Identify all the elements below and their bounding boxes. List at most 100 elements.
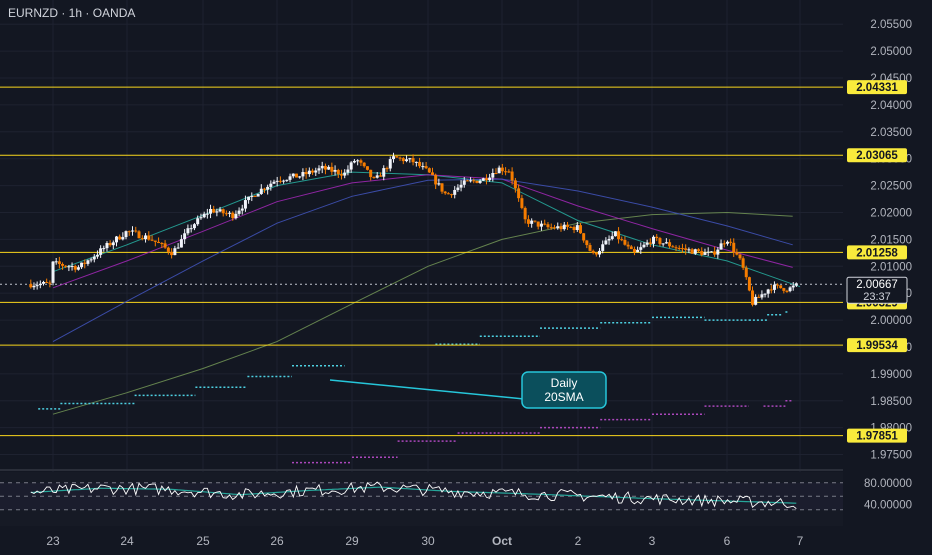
candle-body[interactable] <box>671 246 675 248</box>
candle-body[interactable] <box>785 290 789 292</box>
candle-body[interactable] <box>99 248 103 255</box>
candle-body[interactable] <box>398 157 402 159</box>
level-price-tag[interactable] <box>847 245 907 260</box>
candle-body[interactable] <box>259 188 263 195</box>
candle-body[interactable] <box>668 242 672 247</box>
candle-body[interactable] <box>405 159 409 162</box>
candle-body[interactable] <box>658 238 662 244</box>
candle-body[interactable] <box>330 166 334 172</box>
candle-body[interactable] <box>604 240 608 245</box>
candle-body[interactable] <box>144 235 148 240</box>
candle-body[interactable] <box>196 218 200 225</box>
candle-body[interactable] <box>776 284 780 286</box>
candle-body[interactable] <box>240 208 244 211</box>
candle-body[interactable] <box>228 212 232 214</box>
time-axis[interactable]: 23 24 25 26 29 30 Oct 2 3 6 7 <box>0 528 932 550</box>
candle-body[interactable] <box>738 254 742 259</box>
candle-body[interactable] <box>140 238 144 240</box>
candle-body[interactable] <box>411 158 415 163</box>
candle-body[interactable] <box>456 187 460 190</box>
candle-body[interactable] <box>356 160 360 162</box>
candle-body[interactable] <box>517 188 521 199</box>
rsi-panel[interactable] <box>0 472 843 526</box>
candle-body[interactable] <box>709 251 713 253</box>
candle-body[interactable] <box>304 172 308 175</box>
candle-body[interactable] <box>349 162 353 170</box>
candle-body[interactable] <box>716 249 720 255</box>
candle-body[interactable] <box>427 168 431 173</box>
candle-body[interactable] <box>173 248 177 256</box>
candle-body[interactable] <box>307 170 311 175</box>
candle-body[interactable] <box>613 231 617 237</box>
candle-body[interactable] <box>395 156 399 158</box>
candle-body[interactable] <box>54 261 58 263</box>
candle-body[interactable] <box>788 287 792 292</box>
candle-body[interactable] <box>247 196 251 201</box>
candle-body[interactable] <box>453 189 457 195</box>
candle-body[interactable] <box>620 239 624 241</box>
candle-body[interactable] <box>450 194 454 196</box>
candle-body[interactable] <box>552 227 556 229</box>
candle-body[interactable] <box>385 168 389 170</box>
candle-body[interactable] <box>648 242 652 244</box>
candle-body[interactable] <box>382 168 386 177</box>
candle-body[interactable] <box>166 247 170 252</box>
candle-body[interactable] <box>706 251 710 253</box>
candle-body[interactable] <box>459 184 463 188</box>
candle-body[interactable] <box>401 158 405 162</box>
level-price-tag[interactable] <box>847 148 907 163</box>
candle-body[interactable] <box>585 240 589 246</box>
candle-body[interactable] <box>285 179 289 181</box>
candle-body[interactable] <box>298 176 302 178</box>
candle-body[interactable] <box>35 285 39 287</box>
candle-body[interactable] <box>594 252 598 255</box>
candle-body[interactable] <box>562 224 566 230</box>
candle-body[interactable] <box>601 244 605 251</box>
candle-body[interactable] <box>523 207 527 220</box>
candle-body[interactable] <box>253 195 257 197</box>
candle-body[interactable] <box>610 236 614 239</box>
candle-body[interactable] <box>202 213 206 218</box>
candle-body[interactable] <box>639 247 643 250</box>
candle-body[interactable] <box>189 228 193 230</box>
candle-body[interactable] <box>440 183 444 192</box>
candle-body[interactable] <box>732 242 736 253</box>
candle-body[interactable] <box>323 165 327 170</box>
candle-body[interactable] <box>443 191 447 194</box>
candle-body[interactable] <box>38 283 42 286</box>
candle-body[interactable] <box>510 171 514 181</box>
candle-body[interactable] <box>186 228 190 234</box>
candle-body[interactable] <box>556 226 560 229</box>
candle-body[interactable] <box>690 249 694 254</box>
candle-body[interactable] <box>424 166 428 169</box>
candle-body[interactable] <box>336 169 340 175</box>
candle-body[interactable] <box>642 244 646 248</box>
candle-body[interactable] <box>209 208 213 214</box>
candle-body[interactable] <box>414 161 418 163</box>
last-price-tag[interactable] <box>846 276 908 304</box>
candle-body[interactable] <box>791 285 795 288</box>
candle-body[interactable] <box>693 249 697 254</box>
candle-body[interactable] <box>494 172 498 174</box>
candle-body[interactable] <box>725 241 729 244</box>
candle-body[interactable] <box>388 159 392 169</box>
candle-body[interactable] <box>763 293 767 295</box>
candle-body[interactable] <box>45 281 49 283</box>
candle-body[interactable] <box>575 225 579 231</box>
candle-body[interactable] <box>578 225 582 234</box>
candle-body[interactable] <box>543 223 547 225</box>
candle-body[interactable] <box>333 169 337 172</box>
candle-body[interactable] <box>437 183 441 185</box>
candle-body[interactable] <box>131 230 135 232</box>
candle-body[interactable] <box>278 180 282 182</box>
candle-body[interactable] <box>137 231 141 239</box>
candle-body[interactable] <box>163 243 167 248</box>
candle-body[interactable] <box>533 220 537 222</box>
candle-body[interactable] <box>291 173 295 177</box>
candle-body[interactable] <box>275 180 279 182</box>
candle-body[interactable] <box>747 277 751 291</box>
candle-body[interactable] <box>362 162 366 167</box>
candle-body[interactable] <box>64 265 68 267</box>
